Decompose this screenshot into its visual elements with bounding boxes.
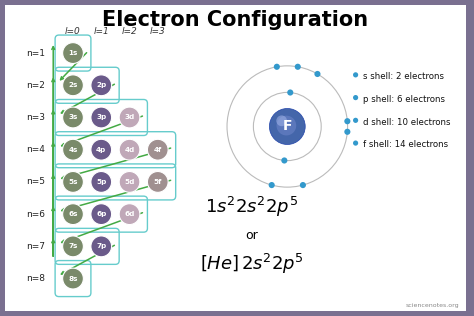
Text: 4d: 4d xyxy=(124,147,135,153)
Text: 7s: 7s xyxy=(68,243,78,249)
Text: 4s: 4s xyxy=(68,147,78,153)
Text: n=8: n=8 xyxy=(26,274,45,283)
Text: 1s: 1s xyxy=(68,50,78,56)
Text: 7p: 7p xyxy=(96,243,106,249)
Text: 5f: 5f xyxy=(154,179,162,185)
Circle shape xyxy=(353,141,358,146)
Text: 8s: 8s xyxy=(68,276,78,282)
Circle shape xyxy=(344,129,350,135)
Text: 5p: 5p xyxy=(96,179,107,185)
Circle shape xyxy=(91,236,111,257)
Circle shape xyxy=(91,172,111,192)
Circle shape xyxy=(63,268,83,289)
Text: l=0: l=0 xyxy=(65,27,81,36)
Text: n=5: n=5 xyxy=(26,177,45,186)
Circle shape xyxy=(63,172,83,192)
Circle shape xyxy=(63,236,83,257)
Circle shape xyxy=(353,95,358,100)
Circle shape xyxy=(281,157,287,164)
Text: n=1: n=1 xyxy=(26,49,45,58)
Text: 4p: 4p xyxy=(96,147,106,153)
Circle shape xyxy=(269,108,305,144)
Text: 6p: 6p xyxy=(96,211,107,217)
Text: 3p: 3p xyxy=(96,114,106,120)
Circle shape xyxy=(314,71,320,77)
Text: 3s: 3s xyxy=(68,114,78,120)
Circle shape xyxy=(353,72,358,77)
Text: 2s: 2s xyxy=(68,82,78,88)
Text: p shell: 6 electrons: p shell: 6 electrons xyxy=(363,95,445,104)
Circle shape xyxy=(287,89,293,96)
Text: l=3: l=3 xyxy=(150,27,165,36)
Circle shape xyxy=(63,139,83,160)
Circle shape xyxy=(119,139,140,160)
Text: F: F xyxy=(283,119,292,133)
Text: 5s: 5s xyxy=(68,179,78,185)
Text: or: or xyxy=(246,229,258,242)
Text: 6d: 6d xyxy=(124,211,135,217)
Text: d shell: 10 electrons: d shell: 10 electrons xyxy=(363,118,450,127)
Text: 4f: 4f xyxy=(154,147,162,153)
Circle shape xyxy=(119,172,140,192)
Circle shape xyxy=(353,118,358,123)
Circle shape xyxy=(63,75,83,96)
Text: $1s^22s^22p^5$: $1s^22s^22p^5$ xyxy=(206,195,299,219)
Circle shape xyxy=(91,139,111,160)
Circle shape xyxy=(63,107,83,128)
Circle shape xyxy=(91,75,111,96)
Text: n=6: n=6 xyxy=(26,210,45,219)
Circle shape xyxy=(119,107,140,128)
Circle shape xyxy=(91,107,111,128)
Text: l=2: l=2 xyxy=(122,27,137,36)
Circle shape xyxy=(63,43,83,64)
FancyBboxPatch shape xyxy=(5,5,466,311)
Text: s shell: 2 electrons: s shell: 2 electrons xyxy=(363,72,444,81)
Circle shape xyxy=(119,204,140,225)
Text: n=7: n=7 xyxy=(26,242,45,251)
Text: $[He]\, 2s^22p^5$: $[He]\, 2s^22p^5$ xyxy=(200,252,304,276)
Text: 6s: 6s xyxy=(68,211,78,217)
Circle shape xyxy=(300,182,306,188)
Text: n=4: n=4 xyxy=(26,145,45,154)
Text: n=3: n=3 xyxy=(26,113,45,122)
Circle shape xyxy=(147,172,168,192)
Text: l=1: l=1 xyxy=(93,27,109,36)
Circle shape xyxy=(276,116,296,136)
Circle shape xyxy=(91,204,111,225)
Text: f shell: 14 electrons: f shell: 14 electrons xyxy=(363,141,448,149)
Circle shape xyxy=(295,64,301,70)
Text: 3d: 3d xyxy=(124,114,135,120)
Circle shape xyxy=(274,64,280,70)
Circle shape xyxy=(147,139,168,160)
Text: 2p: 2p xyxy=(96,82,106,88)
Text: 5d: 5d xyxy=(124,179,135,185)
Circle shape xyxy=(63,204,83,225)
Text: n=2: n=2 xyxy=(26,81,45,90)
Circle shape xyxy=(276,115,287,126)
Circle shape xyxy=(344,118,350,124)
Text: sciencenotes.org: sciencenotes.org xyxy=(406,303,459,308)
Text: Electron Configuration: Electron Configuration xyxy=(102,10,369,30)
Circle shape xyxy=(269,182,275,188)
